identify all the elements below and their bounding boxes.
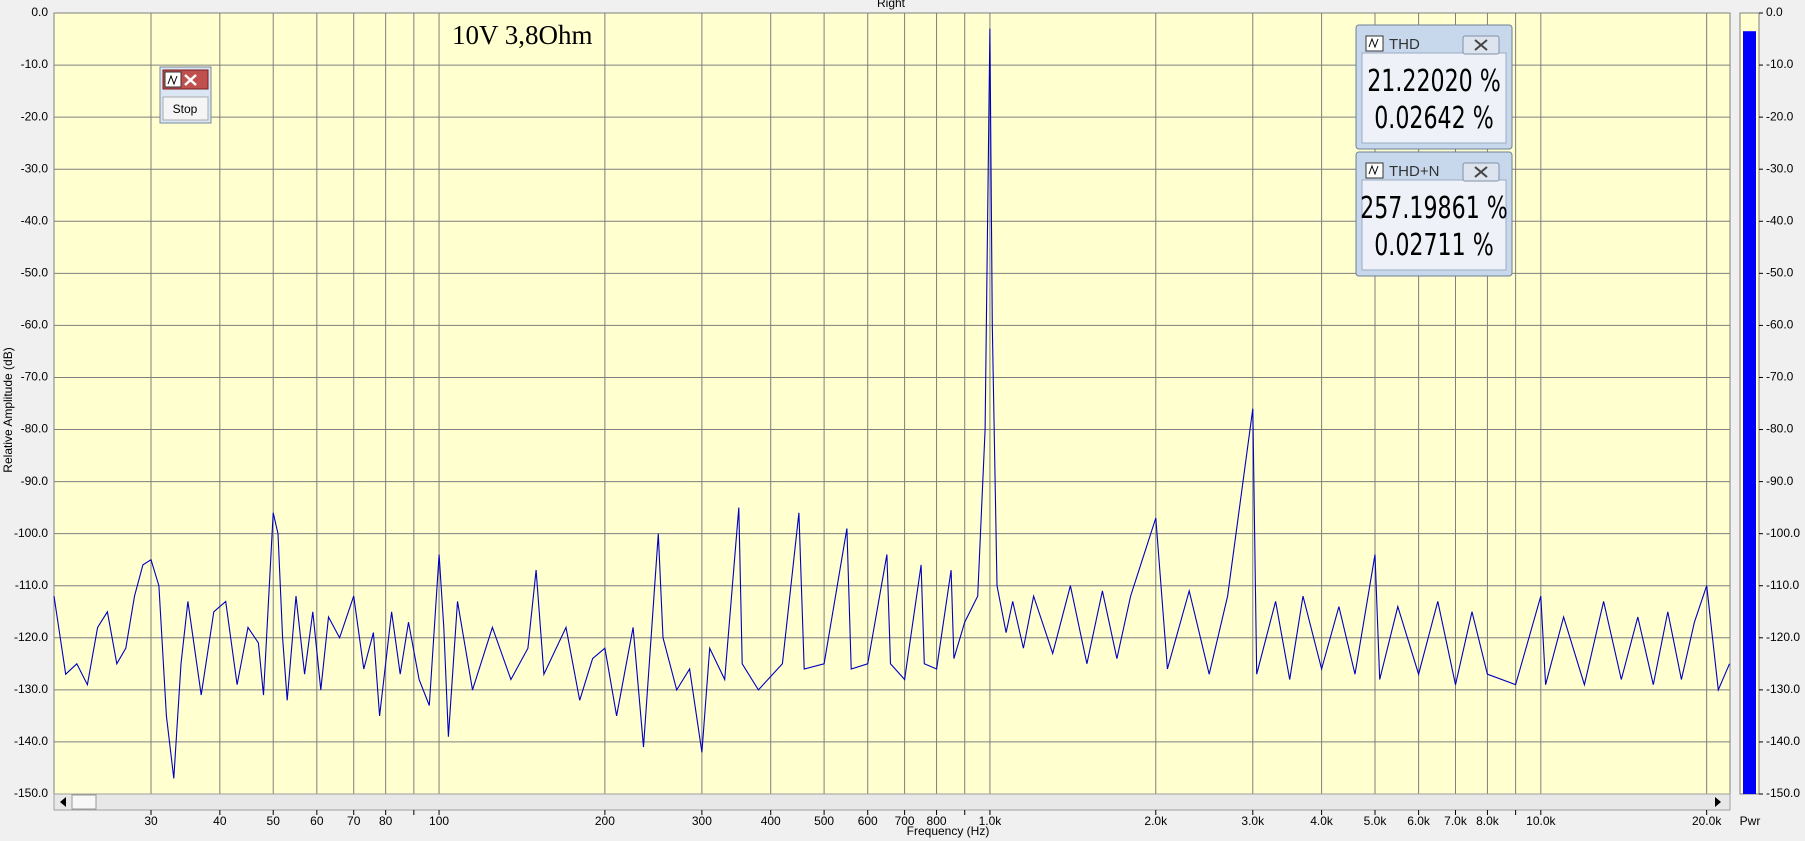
y-tick-label: -110.0 <box>15 578 48 592</box>
stop-button[interactable] <box>162 96 209 121</box>
thd-window: THD 21.22020 %0.02642 % <box>1355 24 1513 150</box>
y-tick-label: -140.0 <box>14 734 48 748</box>
window-body <box>1361 52 1507 144</box>
x-tick-label: 600 <box>858 814 878 828</box>
scroll-thumb[interactable] <box>71 794 97 810</box>
meter-tick-label: 0.0 <box>1766 5 1783 19</box>
x-tick-label: 8.0k <box>1476 814 1500 828</box>
window-icon <box>1365 162 1384 179</box>
meter-tick-label: -10.0 <box>1766 57 1794 71</box>
x-tick-label: 6.0k <box>1407 814 1431 828</box>
y-tick-label: -100.0 <box>14 526 48 540</box>
window-title: THD+N <box>1389 163 1439 180</box>
window-close-x <box>1474 166 1488 178</box>
x-tick-label: 50 <box>267 814 281 828</box>
meter-tick-label: -130.0 <box>1766 682 1800 696</box>
y-tick-label: -30.0 <box>21 161 49 175</box>
spectrum-line <box>53 28 1731 779</box>
y-tick-label: -10.0 <box>21 57 49 71</box>
x-tick-label: 100 <box>429 814 449 828</box>
x-tick-label: 30 <box>144 814 158 828</box>
meter-tick-label: -20.0 <box>1766 109 1794 123</box>
meter-tick-label: -90.0 <box>1766 474 1794 488</box>
window-icon <box>1365 35 1384 52</box>
window-title: THD <box>1389 36 1420 53</box>
thdn-window: THD+N 257.19861 %0.02711 % <box>1355 151 1513 277</box>
meter-tick-label: -140.0 <box>1766 734 1800 748</box>
reading: 21.22020 % <box>1367 65 1501 99</box>
meter-tick-label: -70.0 <box>1766 370 1794 384</box>
x-tick-label: 20.0k <box>1692 814 1722 828</box>
x-tick-label: 200 <box>595 814 615 828</box>
meter-tick-label: -120.0 <box>1766 630 1800 644</box>
window-close-x <box>1474 39 1488 51</box>
plot <box>53 28 1731 779</box>
meter-bar <box>1743 31 1756 795</box>
x-tick-label: 700 <box>895 814 915 828</box>
y-tick-label: -130.0 <box>14 682 48 696</box>
meter-label: Pwr <box>1740 814 1761 828</box>
reading: 257.19861 % <box>1360 192 1508 226</box>
y-tick-label: -20.0 <box>21 109 49 123</box>
annotation: 10V 3,8Ohm <box>452 20 593 50</box>
y-tick-label: -70.0 <box>21 370 49 384</box>
meter-tick-label: -110.0 <box>1766 578 1799 592</box>
chart-title: Right <box>877 0 906 10</box>
window-body <box>1361 179 1507 271</box>
meter-tick-label: -150.0 <box>1766 786 1800 800</box>
meter <box>1743 31 1756 795</box>
x-tick-label: 3.0k <box>1241 814 1265 828</box>
scroll-left[interactable] <box>60 797 66 807</box>
window-icon-wave <box>1368 37 1379 49</box>
y-tick-label: -40.0 <box>21 213 49 227</box>
stop-widget: Stop <box>159 66 212 124</box>
x-tick-label: 1.0k <box>979 814 1003 828</box>
x-tick-label: 5.0k <box>1364 814 1388 828</box>
x-axis-label: Frequency (Hz) <box>907 824 990 838</box>
x-tick-label: 7.0k <box>1444 814 1468 828</box>
reading: 0.02711 % <box>1374 229 1494 263</box>
scroll-right[interactable] <box>1715 797 1721 807</box>
x-tick-label: 60 <box>310 814 324 828</box>
x-tick-label: 500 <box>814 814 834 828</box>
y-tick-label: -150.0 <box>14 786 48 800</box>
x-tick-label: 40 <box>213 814 227 828</box>
reading: 0.02642 % <box>1374 102 1494 136</box>
x-tick-label: 800 <box>927 814 947 828</box>
y-tick-label: 0.0 <box>31 5 48 19</box>
x-tick-label: 300 <box>692 814 712 828</box>
y-axis-label: Relative Amplitude (dB) <box>1 347 15 472</box>
grid <box>54 12 1730 795</box>
y-tick-label: -90.0 <box>21 474 49 488</box>
meter-tick-label: -60.0 <box>1766 318 1794 332</box>
x-tick-label: 80 <box>379 814 393 828</box>
y-tick-label: -50.0 <box>21 266 49 280</box>
y-tick-label: -80.0 <box>21 422 49 436</box>
meter-tick-label: -80.0 <box>1766 422 1794 436</box>
x-tick-label: 70 <box>347 814 361 828</box>
meter-tick-label: -100.0 <box>1766 526 1800 540</box>
scrollbar[interactable] <box>53 793 1731 811</box>
meter-tick-label: -30.0 <box>1766 161 1794 175</box>
y-tick-label: -60.0 <box>21 318 49 332</box>
x-tick-label: 10.0k <box>1526 814 1556 828</box>
stop-label[interactable]: Stop <box>173 102 198 116</box>
y-tick-label: -120.0 <box>14 630 48 644</box>
meter-tick-label: -40.0 <box>1766 213 1794 227</box>
window-icon-wave <box>1368 164 1379 176</box>
x-tick-label: 4.0k <box>1310 814 1334 828</box>
x-tick-label: 2.0k <box>1144 814 1168 828</box>
x-tick-label: 400 <box>761 814 781 828</box>
meter-tick-label: -50.0 <box>1766 266 1794 280</box>
